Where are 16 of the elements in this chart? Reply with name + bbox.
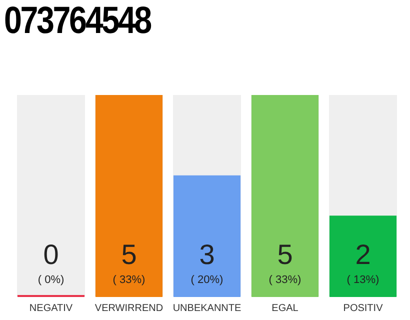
annotation: ( 20%) <box>190 274 224 286</box>
x-tick-label: POSITIV <box>343 302 384 314</box>
data-label: 2 <box>355 239 371 270</box>
x-tick-label: NEGATIV <box>29 302 73 314</box>
x-tick-label: UNBEKANNTE <box>172 302 242 314</box>
data-label: 3 <box>199 239 215 270</box>
annotation: ( 33%) <box>268 274 302 286</box>
x-tick-label: EGAL <box>272 302 299 314</box>
annotation: ( 13%) <box>346 274 380 286</box>
annotation: ( 0%) <box>38 274 64 286</box>
data-label: 5 <box>121 239 137 270</box>
x-tick-label: VERWIRREND <box>94 302 164 314</box>
annotation: ( 33%) <box>112 274 146 286</box>
data-label: 0 <box>43 239 59 270</box>
data-label: 5 <box>277 239 293 270</box>
chart-title: 073764548 <box>4 0 150 43</box>
